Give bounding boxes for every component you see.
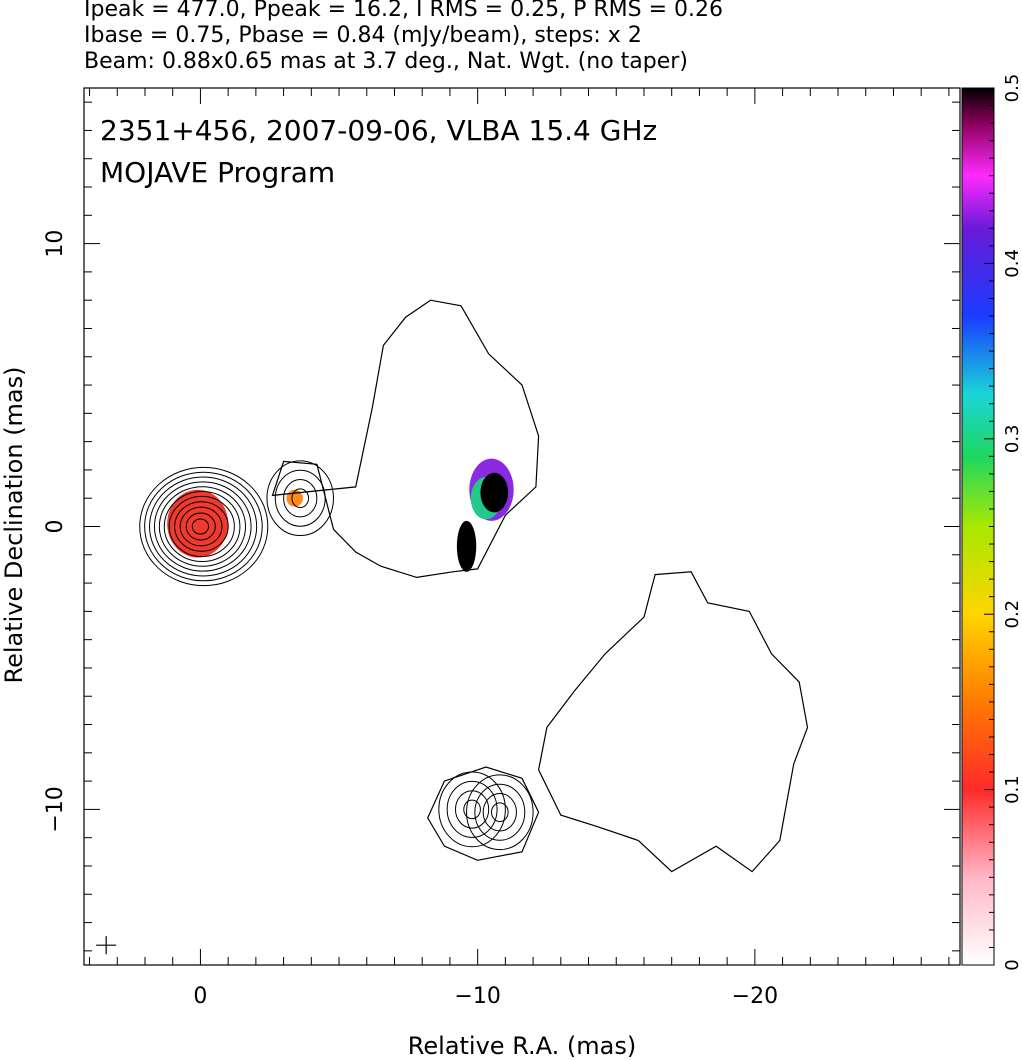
core-polarization [167, 489, 229, 558]
colorbar [961, 87, 995, 966]
knot-contour [482, 793, 517, 832]
knot-contour [466, 774, 534, 851]
jet-polarization-core [480, 472, 509, 513]
core-contour [158, 486, 247, 567]
y-axis-title: Relative Declination (mas) [0, 366, 28, 683]
header-line-3: Beam: 0.88x0.65 mas at 3.7 deg., Nat. Wg… [84, 49, 688, 74]
axis-ticks: 0 −10 −20 10 0 −10 [43, 88, 960, 1009]
knot-contour [291, 488, 310, 509]
lower-jet [537, 571, 809, 873]
core-contour [191, 518, 210, 535]
core-contour [139, 466, 269, 587]
knot-contour [446, 780, 498, 838]
upper-jet [271, 299, 540, 579]
colorbar-tick-label: 0.2 [1002, 600, 1022, 629]
core-contour [168, 495, 235, 558]
core-contour [153, 481, 252, 572]
y-tick-label: −10 [43, 786, 68, 832]
knot-contour [463, 799, 481, 820]
core-contour [149, 476, 258, 577]
knot-contour [474, 783, 526, 841]
lower-knot-envelope [427, 766, 540, 861]
core-contour [185, 512, 216, 541]
knot-contour [491, 802, 509, 823]
jet-polarization-lower [456, 520, 477, 572]
core-contour [174, 501, 229, 552]
header-line-1: Ipeak = 477.0, Ppeak = 16.2, I RMS = 0.2… [84, 0, 723, 22]
x-tick-label: −20 [732, 984, 778, 1009]
colorbar-tick-label: 0.5 [1002, 74, 1022, 103]
core-contour [163, 491, 241, 562]
colorbar-tick-label: 0.1 [1002, 775, 1022, 804]
knot-contour [266, 460, 334, 537]
source-label: 2351+456, 2007-09-06, VLBA 15.4 GHz [100, 114, 657, 147]
x-tick-label: 0 [193, 984, 207, 1009]
colorbar-ticks: 0 0.1 0.2 0.3 0.4 0.5 [984, 74, 1022, 971]
core-contour [144, 471, 263, 582]
x-tick-label: −10 [454, 984, 500, 1009]
knot-contour [274, 469, 326, 527]
header-line-2: Ibase = 0.75, Pbase = 0.84 (mJy/beam), s… [84, 23, 642, 48]
y-tick-label: 10 [43, 230, 68, 258]
core-contour [179, 506, 223, 547]
knot-contour [438, 771, 506, 848]
x-axis-title: Relative R.A. (mas) [408, 1032, 636, 1060]
colorbar-tick-label: 0.3 [1002, 424, 1022, 453]
data-layer [96, 299, 809, 955]
y-tick-label: 0 [43, 520, 68, 534]
knot-contour [283, 479, 318, 518]
colorbar-tick-label: 0.4 [1002, 249, 1022, 278]
program-label: MOJAVE Program [100, 156, 335, 189]
colorbar-tick-label: 0 [1002, 959, 1022, 970]
